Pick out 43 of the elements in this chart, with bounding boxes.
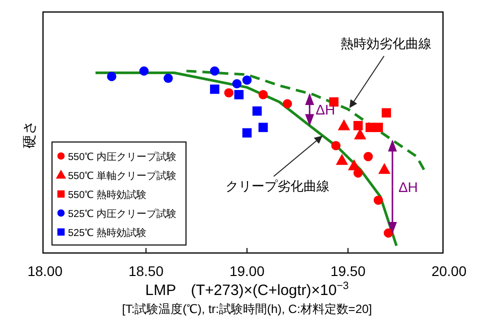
point — [258, 90, 268, 100]
point — [210, 66, 220, 76]
point — [234, 90, 244, 100]
x-tick-label: 19.00 — [229, 263, 265, 279]
point — [338, 120, 350, 130]
legend-label: 550℃ 単軸クリープ試験 — [68, 170, 176, 182]
point — [353, 120, 363, 130]
point — [348, 160, 360, 170]
x-axis-title: LMP (T+273)×(C+logtr)×10$^{−3}$ — [145, 280, 349, 299]
annotation: クリープ劣化曲線 — [226, 178, 330, 194]
x-tick-label: 18.00 — [27, 263, 63, 279]
point — [331, 140, 341, 150]
point — [139, 66, 149, 76]
legend-label: 525℃ 熱時効試験 — [68, 227, 146, 239]
point — [354, 129, 366, 140]
point — [224, 88, 234, 98]
point — [210, 84, 220, 94]
x-tick-label: 18.50 — [128, 263, 164, 279]
point — [258, 122, 268, 132]
x-tick-label: 19.50 — [330, 263, 366, 279]
point — [382, 108, 392, 118]
x-tick-label: 20.00 — [431, 263, 467, 279]
point — [378, 164, 390, 174]
point — [384, 228, 394, 238]
point — [164, 74, 173, 83]
point — [232, 79, 242, 88]
annotation: ΔH — [398, 178, 418, 195]
annotation: ΔH — [316, 102, 336, 118]
point — [282, 99, 292, 108]
point — [252, 106, 262, 116]
point — [374, 196, 383, 205]
point — [242, 75, 252, 85]
point — [364, 152, 373, 162]
text: [T:試験温度(℃), tr:試験時間(h), C:材料定数=20] — [122, 302, 372, 316]
point — [107, 72, 116, 82]
legend-label: 550℃ 熱時効試験 — [68, 189, 146, 201]
point — [242, 128, 252, 138]
legend-label: 550℃ 内圧クリープ試験 — [68, 151, 176, 163]
point — [374, 122, 383, 132]
y-axis-title: 硬さ — [21, 120, 37, 148]
annotation: 熱時効劣化曲線 — [340, 36, 432, 51]
point — [336, 154, 348, 165]
legend-label: 525℃ 内圧クリープ試験 — [68, 208, 176, 220]
